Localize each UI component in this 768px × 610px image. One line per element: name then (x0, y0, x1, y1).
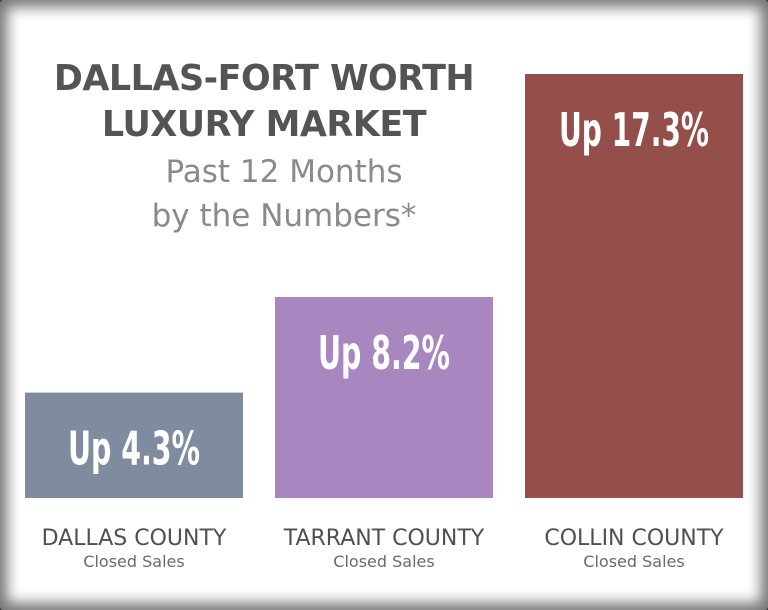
category-label: TARRANT COUNTY (283, 526, 485, 551)
chart-subtitle: Past 12 Months by the Numbers* (20, 150, 548, 238)
chart-title: DALLAS-FORT WORTH LUXURY MARKET (27, 56, 500, 148)
bar-dallas-county (25, 392, 243, 498)
category-sublabel: Closed Sales (583, 552, 684, 571)
category-sublabel: Closed Sales (333, 552, 434, 571)
bar-tarrant-county (275, 297, 493, 498)
chart-subtitle-line-2: by the Numbers* (151, 198, 417, 234)
chart-title-line-1: DALLAS-FORT WORTH (53, 58, 475, 99)
category-sublabel: Closed Sales (83, 552, 184, 571)
category-label: DALLAS COUNTY (42, 526, 227, 551)
bar-value-label: Up 8.2% (318, 326, 450, 380)
bar-value-label: Up 17.3% (559, 103, 709, 157)
bar-value-label: Up 4.3% (68, 422, 200, 476)
bar-collin-county (525, 74, 743, 498)
category-label: COLLIN COUNTY (544, 526, 724, 551)
chart-subtitle-line-1: Past 12 Months (165, 154, 403, 190)
chart-title-line-2: LUXURY MARKET (101, 104, 427, 145)
